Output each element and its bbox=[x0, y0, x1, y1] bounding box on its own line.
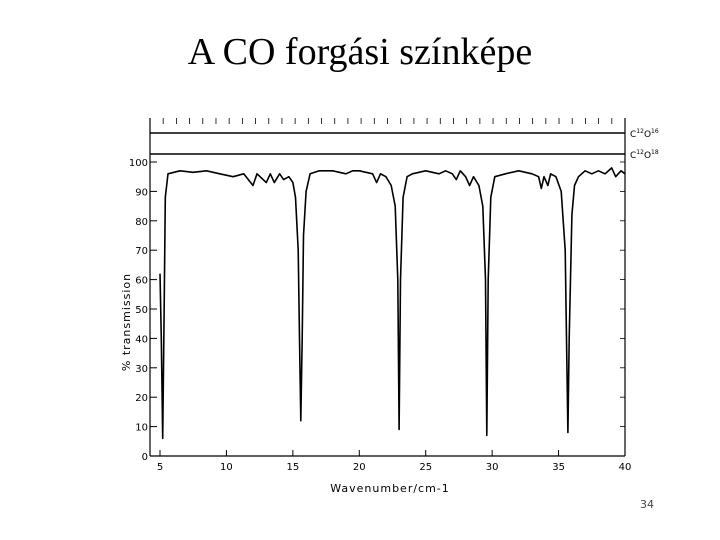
plot-frame bbox=[149, 118, 626, 457]
x-tick-label: 10 bbox=[220, 462, 233, 473]
axis-ticks: 5 10 15 20 25 30 35 40 0 10 20 30 40 50 60 70 80 90 100 bbox=[129, 158, 631, 473]
y-tick-label: 0 bbox=[142, 452, 148, 463]
x-tick-label: 25 bbox=[419, 462, 432, 473]
reference-lines: C12O16 C12O18 bbox=[150, 128, 659, 161]
y-tick-label: 70 bbox=[135, 246, 148, 257]
x-axis-label: Wavenumber/cm-1 bbox=[330, 482, 450, 495]
x-tick-label: 30 bbox=[486, 462, 499, 473]
y-tick-label: 30 bbox=[135, 364, 148, 375]
x-tick-label: 15 bbox=[286, 462, 299, 473]
x-tick-label: 5 bbox=[157, 462, 163, 473]
series-line-0 bbox=[159, 167, 626, 440]
y-tick-label: 20 bbox=[135, 393, 148, 404]
y-tick-label: 10 bbox=[135, 423, 148, 434]
x-tick-label: 20 bbox=[353, 462, 366, 473]
y-tick-label: 40 bbox=[135, 334, 148, 345]
slide-title: A CO forgási színképe bbox=[187, 31, 533, 73]
y-tick-label: 60 bbox=[135, 276, 148, 287]
x-tick-label: 40 bbox=[619, 462, 632, 473]
page-number: 34 bbox=[640, 498, 654, 511]
reference-label-C12O16: C12O16 bbox=[630, 128, 659, 140]
x-tick-label: 35 bbox=[552, 462, 565, 473]
y-tick-label: 50 bbox=[135, 305, 148, 316]
series-layer bbox=[159, 167, 626, 440]
y-tick-label: 80 bbox=[135, 217, 148, 228]
reference-label-C12O18: C12O18 bbox=[630, 149, 659, 161]
y-tick-label: 90 bbox=[135, 187, 148, 198]
y-axis-label: % transmission bbox=[120, 273, 133, 371]
y-tick-label: 100 bbox=[129, 158, 148, 169]
